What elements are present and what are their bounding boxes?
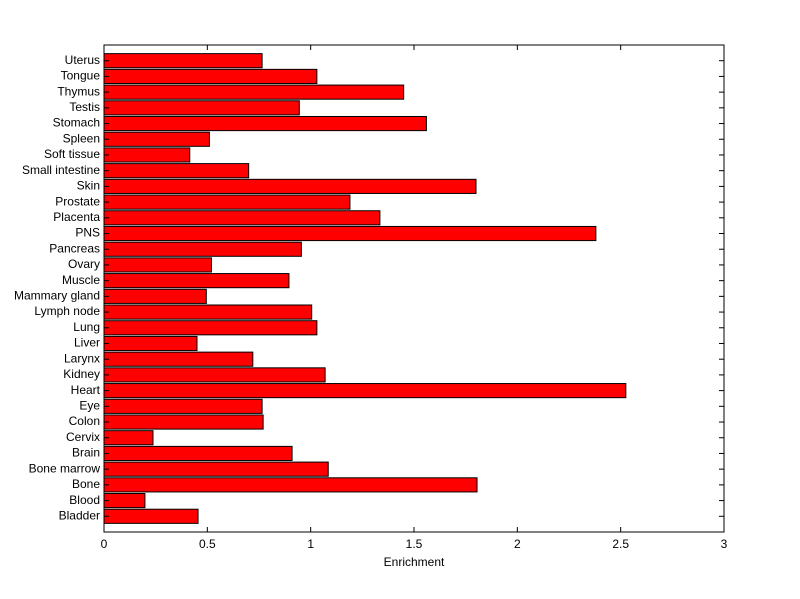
bar: [103, 68, 318, 84]
bar: [103, 241, 302, 257]
y-tick-label: Tongue: [61, 69, 101, 83]
y-tick-label: Liver: [74, 336, 100, 350]
x-tick-label: 3: [721, 537, 728, 551]
y-tick-label: Eye: [79, 398, 100, 412]
y-tick-label: Cervix: [66, 430, 100, 444]
y-tick-label: Kidney: [63, 367, 100, 381]
bar: [103, 383, 627, 399]
y-tick-label: Uterus: [65, 53, 100, 67]
bar: [103, 461, 329, 477]
bar: [103, 131, 210, 147]
x-tick-label: 2: [514, 537, 521, 551]
bar: [103, 53, 263, 69]
y-tick-label: Stomach: [53, 116, 100, 130]
y-tick-label: Bladder: [59, 508, 100, 522]
bar: [103, 225, 597, 242]
y-tick-label: Ovary: [68, 257, 100, 271]
bar: [103, 273, 290, 289]
bar: [103, 194, 351, 210]
x-tick-label: 0: [101, 537, 108, 551]
x-tick-label: 2.5: [612, 537, 629, 551]
bar: [103, 508, 199, 524]
y-tick-label: Soft tissue: [44, 147, 100, 161]
bar: [103, 210, 381, 226]
bar: [103, 257, 212, 273]
y-tick-label: Bone marrow: [29, 461, 101, 475]
bar: [103, 414, 264, 430]
y-tick-label: Heart: [71, 383, 101, 397]
bar: [103, 430, 154, 446]
y-tick-label: Colon: [69, 414, 100, 428]
bar: [103, 477, 478, 493]
y-tick-label: Small intestine: [22, 163, 100, 177]
bar: [103, 351, 254, 367]
bar: [103, 398, 263, 414]
bar: [103, 163, 250, 179]
y-tick-label: Bone: [72, 477, 100, 491]
y-tick-label: Brain: [72, 446, 100, 460]
y-tick-label: Muscle: [62, 273, 100, 287]
y-tick-label: PNS: [75, 226, 100, 240]
bar: [103, 288, 207, 304]
y-tick-label: Lung: [73, 320, 100, 334]
bar: [103, 320, 318, 336]
bar: [103, 445, 293, 462]
y-tick-label: Testis: [69, 100, 100, 114]
bar: [103, 100, 300, 116]
bar: [103, 493, 146, 509]
x-tick-label: 1.5: [406, 537, 423, 551]
y-tick-label: Skin: [77, 179, 100, 193]
y-tick-label: Mammary gland: [14, 289, 100, 303]
bar: [103, 147, 191, 163]
bar: [103, 367, 326, 383]
y-tick-label: Placenta: [53, 210, 100, 224]
y-tick-label: Larynx: [64, 351, 100, 365]
y-tick-label: Pancreas: [49, 241, 100, 255]
bar: [103, 304, 313, 320]
y-tick-label: Spleen: [63, 131, 100, 145]
axes-frame: [103, 44, 725, 533]
bar: [103, 84, 405, 100]
bar: [103, 115, 427, 132]
bar: [103, 178, 477, 194]
x-tick-label: 0.5: [199, 537, 216, 551]
y-tick-label: Thymus: [57, 84, 100, 98]
y-tick-label: Lymph node: [34, 304, 100, 318]
y-tick-label: Prostate: [55, 194, 100, 208]
y-tick-label: Blood: [69, 493, 100, 507]
x-tick-label: 1: [307, 537, 314, 551]
bar: [103, 335, 198, 352]
x-axis-label: Enrichment: [384, 555, 445, 569]
